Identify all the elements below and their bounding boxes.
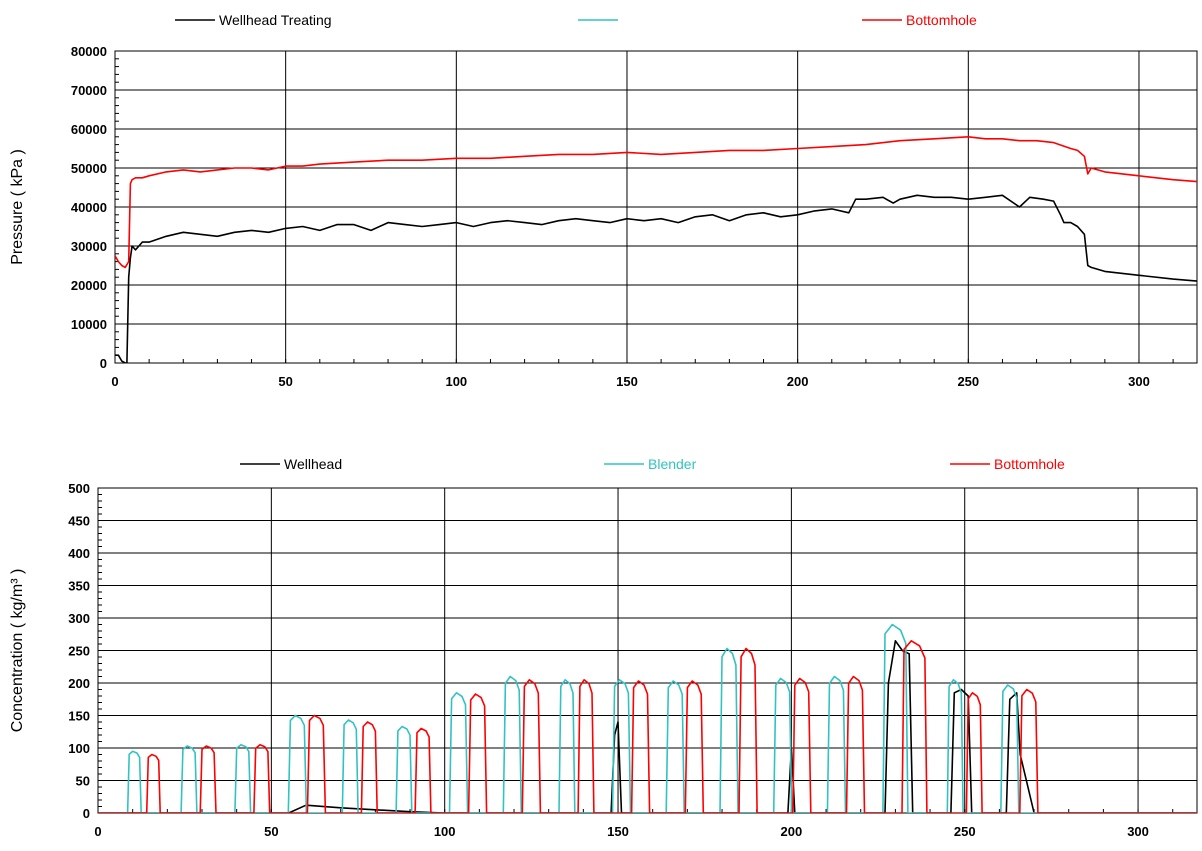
legend-label: Bottomhole xyxy=(994,456,1065,472)
y-tick-label: 40000 xyxy=(71,200,107,215)
y-tick-label: 50000 xyxy=(71,161,107,176)
legend-label: Blender xyxy=(648,456,697,472)
y-tick-label: 10000 xyxy=(71,317,107,332)
y-tick-label: 250 xyxy=(68,644,90,659)
x-tick-label: 0 xyxy=(111,374,118,389)
x-tick-label: 250 xyxy=(954,824,976,839)
y-tick-label: 0 xyxy=(100,356,107,371)
y-tick-label: 80000 xyxy=(71,44,107,59)
legend-label: Wellhead xyxy=(284,456,342,472)
y-tick-label: 0 xyxy=(83,806,90,821)
x-tick-label: 100 xyxy=(434,824,456,839)
legend-label: Bottomhole xyxy=(906,12,977,28)
x-tick-label: 50 xyxy=(264,824,278,839)
series-line xyxy=(98,640,1197,813)
x-tick-label: 250 xyxy=(957,374,979,389)
y-tick-label: 20000 xyxy=(71,278,107,293)
x-tick-label: 300 xyxy=(1128,374,1150,389)
y-tick-label: 300 xyxy=(68,611,90,626)
series-line xyxy=(115,136,1197,269)
y-tick-label: 50 xyxy=(76,774,90,789)
y-tick-label: 200 xyxy=(68,676,90,691)
y-axis-label: Concentration ( kg/m³ ) xyxy=(9,569,26,733)
x-tick-label: 100 xyxy=(445,374,467,389)
series-line xyxy=(115,194,1197,363)
x-tick-label: 200 xyxy=(781,824,803,839)
y-axis-label: Pressure ( kPa ) xyxy=(9,149,26,265)
y-tick-label: 60000 xyxy=(71,122,107,137)
x-tick-label: 150 xyxy=(607,824,629,839)
y-tick-label: 150 xyxy=(68,709,90,724)
concentration-chart: 0 50 100 150 200 250 300 350 400 450 500 0 50 100 150 2… xyxy=(9,456,1198,839)
legend-label: Wellhead Treating xyxy=(219,12,332,28)
y-tick-label: 500 xyxy=(68,481,90,496)
x-tick-label: 200 xyxy=(787,374,809,389)
y-tick-label: 450 xyxy=(68,514,90,529)
y-tick-label: 100 xyxy=(68,741,90,756)
series-line xyxy=(98,640,1197,813)
x-tick-label: 0 xyxy=(94,824,101,839)
x-tick-label: 150 xyxy=(616,374,638,389)
y-tick-label: 400 xyxy=(68,546,90,561)
x-tick-label: 50 xyxy=(278,374,292,389)
pressure-chart: 0 10000 20000 30000 40000 50000 60000 70000 8000… xyxy=(9,12,1198,389)
y-tick-label: 30000 xyxy=(71,239,107,254)
y-tick-label: 350 xyxy=(68,579,90,594)
x-tick-label: 300 xyxy=(1127,824,1149,839)
series-line xyxy=(98,623,1197,813)
y-tick-label: 70000 xyxy=(71,83,107,98)
